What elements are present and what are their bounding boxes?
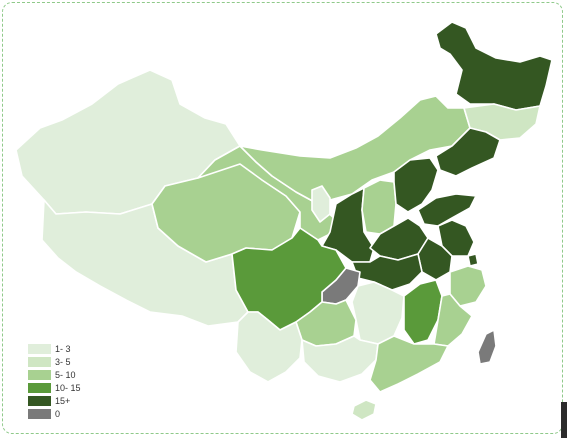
legend-label-3-5: 3- 5 <box>55 356 71 367</box>
region-taiwan[interactable] <box>477 329 497 365</box>
region-hubei[interactable] <box>351 253 423 291</box>
legend-label-15-plus: 15+ <box>55 395 71 406</box>
region-hebei[interactable] <box>393 157 439 213</box>
region-shaanxi[interactable] <box>321 187 375 263</box>
region-shanxi[interactable] <box>361 179 397 235</box>
legend-label-1-3: 1- 3 <box>55 343 71 354</box>
region-fujian[interactable] <box>433 293 473 347</box>
legend-swatch-1-3 <box>28 343 51 354</box>
legend-label-0: 0 <box>55 408 61 419</box>
legend-item-1-3: 1- 3 <box>28 343 98 354</box>
map-frame <box>2 2 563 434</box>
legend-item-5-10: 5- 10 <box>28 369 98 380</box>
region-heilongjiang[interactable] <box>435 21 553 111</box>
legend-item-3-5: 3- 5 <box>28 356 98 367</box>
map-legend: 1- 3 3- 5 5- 10 10- 15 15+ 0 <box>28 343 98 421</box>
region-ningxia[interactable] <box>311 185 331 223</box>
region-hunan[interactable] <box>351 281 405 345</box>
legend-item-10-15: 10- 15 <box>28 382 98 393</box>
legend-swatch-3-5 <box>28 356 51 367</box>
region-hainan[interactable] <box>351 399 377 421</box>
legend-item-15-plus: 15+ <box>28 395 98 406</box>
region-liaoning[interactable] <box>435 127 501 177</box>
region-shandong[interactable] <box>417 193 477 227</box>
corner-edge <box>561 402 567 438</box>
legend-swatch-15-plus <box>28 395 51 406</box>
region-guangdong[interactable] <box>369 335 449 393</box>
legend-label-5-10: 5- 10 <box>55 369 76 380</box>
legend-item-0: 0 <box>28 408 98 419</box>
region-anhui[interactable] <box>417 237 453 281</box>
region-shanghai[interactable] <box>467 253 479 267</box>
legend-swatch-0 <box>28 408 51 419</box>
legend-swatch-10-15 <box>28 382 51 393</box>
legend-label-10-15: 10- 15 <box>55 382 81 393</box>
legend-swatch-5-10 <box>28 369 51 380</box>
